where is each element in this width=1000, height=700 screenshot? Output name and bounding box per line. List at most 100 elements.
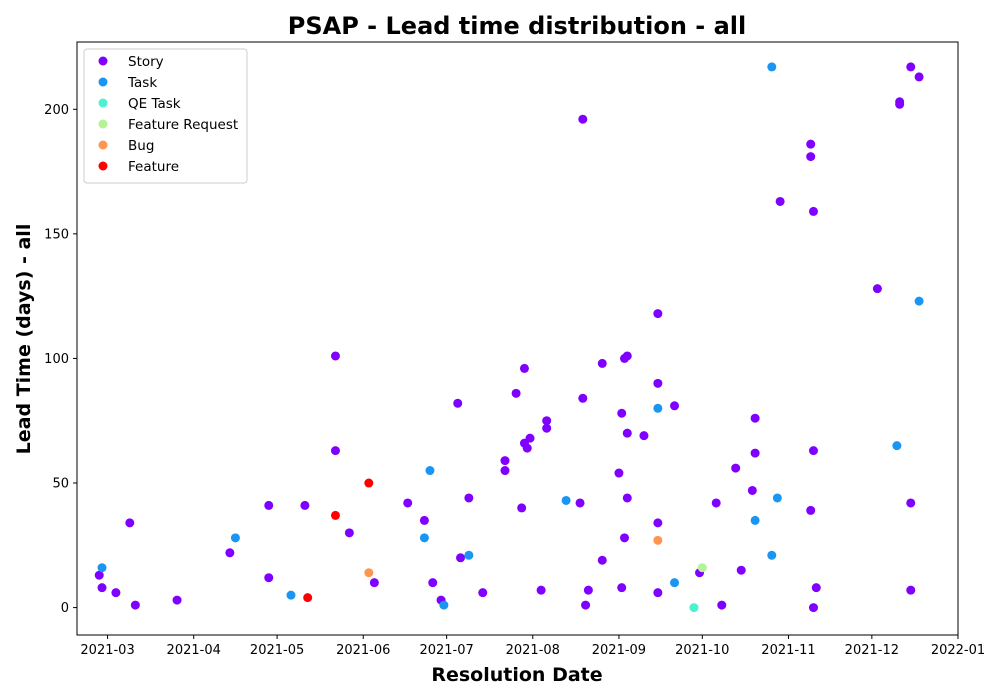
data-point-story xyxy=(806,505,816,515)
y-tick-label: 150 xyxy=(44,227,69,242)
data-point-story xyxy=(456,553,466,563)
data-point-story xyxy=(542,423,552,433)
axis-ticks: 2021-03 2021-04 2021-05 2021-06 2021-07 2021-… xyxy=(44,103,985,658)
data-point-feature xyxy=(330,510,340,520)
x-axis-label: Resolution Date xyxy=(431,664,602,686)
data-point-story xyxy=(583,585,593,595)
y-tick-label: 200 xyxy=(44,103,69,118)
data-point-story xyxy=(330,446,340,456)
data-point-qe-task xyxy=(689,603,699,613)
data-point-story xyxy=(653,518,663,528)
legend-marker xyxy=(98,119,108,129)
data-point-story xyxy=(542,416,552,426)
data-point-task xyxy=(767,62,777,72)
data-point-story xyxy=(264,500,274,510)
data-point-story xyxy=(453,398,463,408)
x-tick-label: 2022-01 xyxy=(931,643,985,658)
data-point-story xyxy=(806,152,816,162)
legend-marker xyxy=(98,77,108,87)
legend-marker xyxy=(98,140,108,150)
data-point-story xyxy=(808,446,818,456)
data-point-story xyxy=(808,206,818,216)
data-point-story xyxy=(517,503,527,513)
data-point-story xyxy=(511,388,521,398)
x-tick-label: 2021-03 xyxy=(80,643,134,658)
data-point-story xyxy=(111,588,121,598)
x-tick-label: 2021-07 xyxy=(419,643,473,658)
data-point-story xyxy=(617,408,627,418)
data-point-story xyxy=(330,351,340,361)
legend-box xyxy=(83,48,248,184)
data-point-story xyxy=(617,583,627,593)
x-tick-label: 2021-05 xyxy=(250,643,304,658)
data-point-story xyxy=(750,413,760,423)
data-point-story xyxy=(653,588,663,598)
x-tick-label: 2021-11 xyxy=(761,643,815,658)
data-point-task xyxy=(772,493,782,503)
legend-marker xyxy=(98,56,108,66)
x-tick-label: 2021-06 xyxy=(336,643,390,658)
data-point-story xyxy=(808,603,818,613)
data-point-task xyxy=(419,533,429,543)
x-tick-label: 2021-12 xyxy=(845,643,899,658)
data-point-bug xyxy=(653,535,663,545)
data-point-story xyxy=(172,595,182,605)
data-point-story xyxy=(130,600,140,610)
data-point-story xyxy=(653,378,663,388)
data-points xyxy=(94,62,924,613)
data-point-story xyxy=(653,309,663,319)
data-point-task xyxy=(425,466,435,476)
data-point-story xyxy=(525,433,535,443)
data-point-story xyxy=(639,431,649,441)
data-point-story xyxy=(97,583,107,593)
data-point-story xyxy=(622,351,632,361)
legend-label: Feature xyxy=(128,159,179,175)
data-point-story xyxy=(811,583,821,593)
data-point-task xyxy=(670,578,680,588)
data-point-story xyxy=(478,588,488,598)
data-point-story xyxy=(300,500,310,510)
data-point-task xyxy=(286,590,296,600)
data-point-task xyxy=(892,441,902,451)
data-point-story xyxy=(428,578,438,588)
data-point-story xyxy=(522,443,532,453)
data-point-story xyxy=(597,555,607,565)
data-point-task xyxy=(97,563,107,573)
x-tick-label: 2021-08 xyxy=(506,643,560,658)
data-point-task xyxy=(439,600,449,610)
data-point-story xyxy=(575,498,585,508)
data-point-story xyxy=(597,358,607,368)
data-point-task xyxy=(750,515,760,525)
legend-label: Feature Request xyxy=(128,117,238,133)
legend: Story Task QE Task Feature Request Bug Featur… xyxy=(83,48,248,184)
data-point-story xyxy=(519,363,529,373)
y-tick-label: 100 xyxy=(44,352,69,367)
data-point-story xyxy=(403,498,413,508)
legend-label: Bug xyxy=(128,138,154,154)
data-point-story xyxy=(872,284,882,294)
legend-label: Story xyxy=(128,54,164,70)
data-point-story xyxy=(536,585,546,595)
data-point-story xyxy=(581,600,591,610)
y-axis-label: Lead Time (days) - all xyxy=(13,224,35,455)
data-point-story xyxy=(464,493,474,503)
chart-title: PSAP - Lead time distribution - all xyxy=(288,12,746,40)
data-point-story xyxy=(369,578,379,588)
legend-label: Task xyxy=(127,75,157,91)
y-tick-label: 50 xyxy=(52,477,69,492)
x-tick-label: 2021-04 xyxy=(167,643,221,658)
data-point-story xyxy=(906,498,916,508)
data-point-story xyxy=(906,62,916,72)
data-point-task xyxy=(767,550,777,560)
data-point-story xyxy=(264,573,274,583)
data-point-story xyxy=(914,72,924,82)
data-point-story xyxy=(419,515,429,525)
data-point-story xyxy=(736,565,746,575)
data-point-story xyxy=(731,463,741,473)
data-point-feature xyxy=(303,593,313,603)
data-point-feature xyxy=(364,478,374,488)
data-point-task xyxy=(464,550,474,560)
x-tick-label: 2021-10 xyxy=(675,643,729,658)
data-point-story xyxy=(578,114,588,124)
